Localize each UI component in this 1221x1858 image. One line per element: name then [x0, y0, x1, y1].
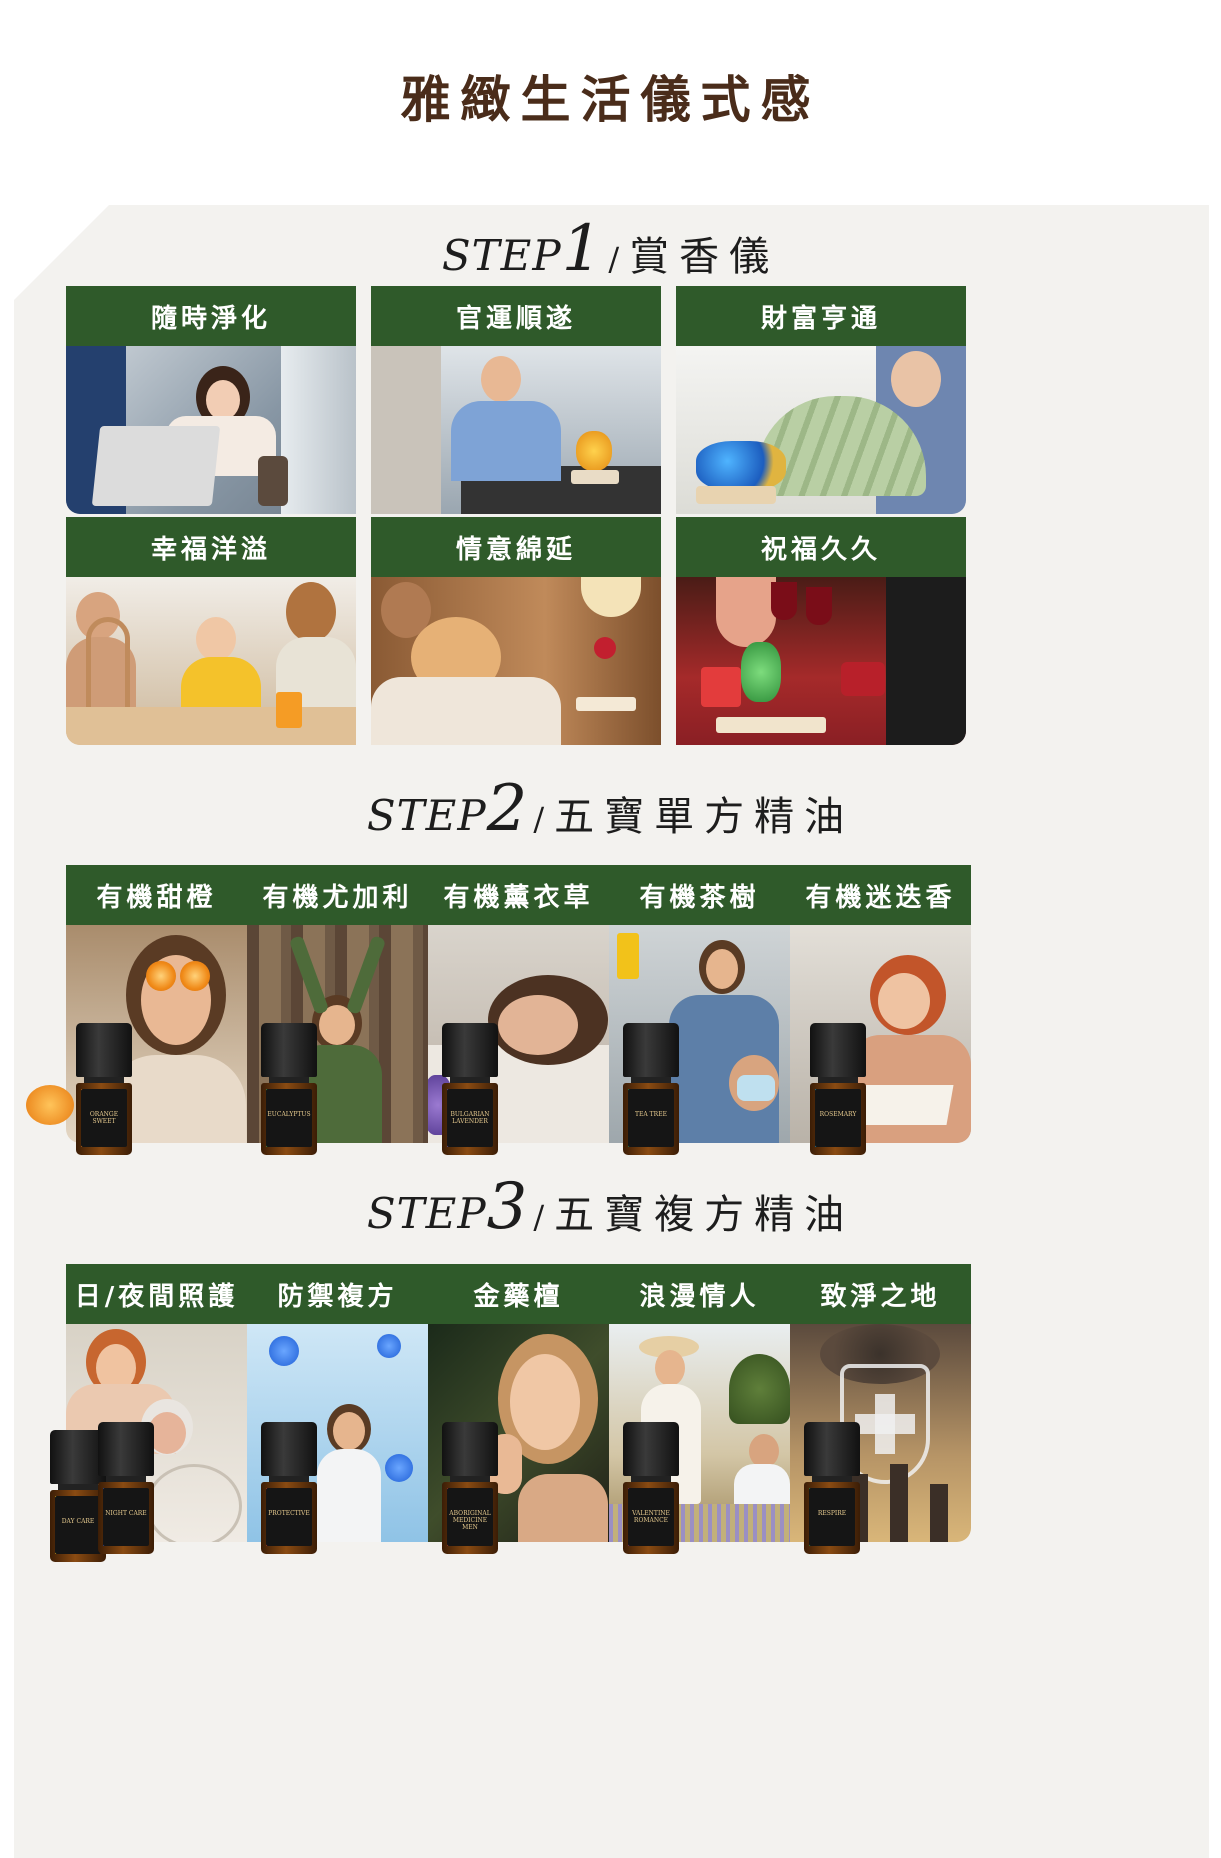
card-label: 日/夜間照護 — [66, 1264, 247, 1324]
card-label: 致淨之地 — [790, 1264, 971, 1324]
step1-word: STEP — [441, 231, 562, 280]
night-care-bottle: NIGHT CARE — [98, 1422, 154, 1554]
photo-woman-with-cash — [676, 346, 966, 514]
photo-student-station — [609, 925, 790, 1143]
card-day-night-care[interactable]: 日/夜間照護 DAY CARE NIGHT CARE — [50, 1264, 247, 1562]
card-label: 有機尤加利 — [247, 865, 428, 925]
step2-word: STEP — [366, 791, 487, 840]
bottle-label: PROTECTIVE — [266, 1488, 312, 1546]
card-tea-tree[interactable]: 有機茶樹 TEA TREE — [609, 865, 790, 1155]
step1-title: 賞香儀 — [629, 234, 780, 280]
card-career[interactable]: 官運順遂 — [371, 286, 661, 514]
bottle-label: BULGARIAN LAVENDER — [447, 1089, 493, 1147]
card-rosemary[interactable]: 有機迷迭香 ROSEMARY — [790, 865, 971, 1155]
bottle-label: VALENTINE ROMANCE — [628, 1488, 674, 1546]
aboriginal-medicine-bottle: ABORIGINAL MEDICINE MEN — [442, 1422, 498, 1554]
card-protective[interactable]: 防禦複方 PROTECTIVE — [247, 1264, 428, 1554]
card-label: 浪漫情人 — [609, 1264, 790, 1324]
bottle-label: TEA TREE — [628, 1089, 674, 1147]
card-orange-sweet[interactable]: 有機甜橙 ORANGE SWEET — [26, 865, 247, 1155]
photo-woman-on-plane — [66, 346, 356, 514]
bottle-label: RESPIRE — [809, 1488, 855, 1546]
respire-bottle: RESPIRE — [804, 1422, 860, 1554]
step1-slash: / — [608, 240, 620, 278]
card-label: 財富亨通 — [676, 286, 966, 346]
card-blessing[interactable]: 祝福久久 — [676, 517, 966, 745]
card-label: 隨時淨化 — [66, 286, 356, 346]
bottle-label: DAY CARE — [55, 1496, 101, 1554]
lavender-bottle: BULGARIAN LAVENDER — [442, 1023, 498, 1155]
rosemary-bottle: ROSEMARY — [810, 1023, 866, 1155]
step3-word: STEP — [366, 1189, 487, 1238]
day-care-bottle: DAY CARE — [50, 1430, 106, 1562]
photo-family-breakfast — [66, 577, 356, 745]
card-label: 有機迷迭香 — [790, 865, 971, 925]
card-label: 官運順遂 — [371, 286, 661, 346]
card-valentine-romance[interactable]: 浪漫情人 VALENTINE ROMANCE — [609, 1264, 790, 1554]
step3-title: 五寶複方精油 — [554, 1192, 855, 1238]
card-label: 有機甜橙 — [66, 865, 247, 925]
card-label: 有機薰衣草 — [428, 865, 609, 925]
card-eucalyptus[interactable]: 有機尤加利 EUCALYPTUS — [247, 865, 428, 1155]
card-label: 防禦複方 — [247, 1264, 428, 1324]
bottle-label: ORANGE SWEET — [81, 1089, 127, 1147]
card-happiness[interactable]: 幸福洋溢 — [66, 517, 356, 745]
card-affection[interactable]: 情意綿延 — [371, 517, 661, 745]
bottle-label: ABORIGINAL MEDICINE MEN — [447, 1488, 493, 1546]
photo-couple-bedroom — [371, 577, 661, 745]
orange-sweet-bottle: ORANGE SWEET — [76, 1023, 132, 1155]
eucalyptus-bottle: EUCALYPTUS — [261, 1023, 317, 1155]
protective-bottle: PROTECTIVE — [261, 1422, 317, 1554]
bottle-label: NIGHT CARE — [103, 1488, 149, 1546]
card-label: 有機茶樹 — [609, 865, 790, 925]
step2-slash: / — [533, 800, 545, 838]
card-lavender[interactable]: 有機薰衣草 BULGARIAN LAVENDER — [428, 865, 609, 1155]
card-label: 金藥檀 — [428, 1264, 609, 1324]
card-respire[interactable]: 致淨之地 RESPIRE — [790, 1264, 971, 1554]
tea-tree-bottle: TEA TREE — [623, 1023, 679, 1155]
step2-number: 2 — [486, 772, 528, 846]
photo-businessman-celebrating — [371, 346, 661, 514]
step3-heading: STEP3/五寶複方精油 — [0, 1170, 1221, 1244]
photo-wine-toast — [676, 577, 966, 745]
step1-heading: STEP1/賞香儀 — [0, 212, 1221, 286]
step3-slash: / — [533, 1198, 545, 1236]
bottle-label: EUCALYPTUS — [266, 1089, 312, 1147]
step2-heading: STEP2/五寶單方精油 — [0, 772, 1221, 846]
step1-number: 1 — [561, 212, 603, 286]
bottle-label: ROSEMARY — [815, 1089, 861, 1147]
step2-title: 五寶單方精油 — [554, 794, 855, 840]
card-label: 幸福洋溢 — [66, 517, 356, 577]
photo-caregiver-elder — [66, 1324, 247, 1542]
page-title: 雅緻生活儀式感 — [400, 71, 821, 129]
card-label: 祝福久久 — [676, 517, 966, 577]
card-aboriginal-medicine[interactable]: 金藥檀 ABORIGINAL MEDICINE MEN — [428, 1264, 609, 1554]
step3-number: 3 — [486, 1170, 528, 1244]
card-wealth[interactable]: 財富亨通 — [676, 286, 966, 514]
card-purify[interactable]: 隨時淨化 — [66, 286, 356, 514]
valentine-romance-bottle: VALENTINE ROMANCE — [623, 1422, 679, 1554]
card-label: 情意綿延 — [371, 517, 661, 577]
